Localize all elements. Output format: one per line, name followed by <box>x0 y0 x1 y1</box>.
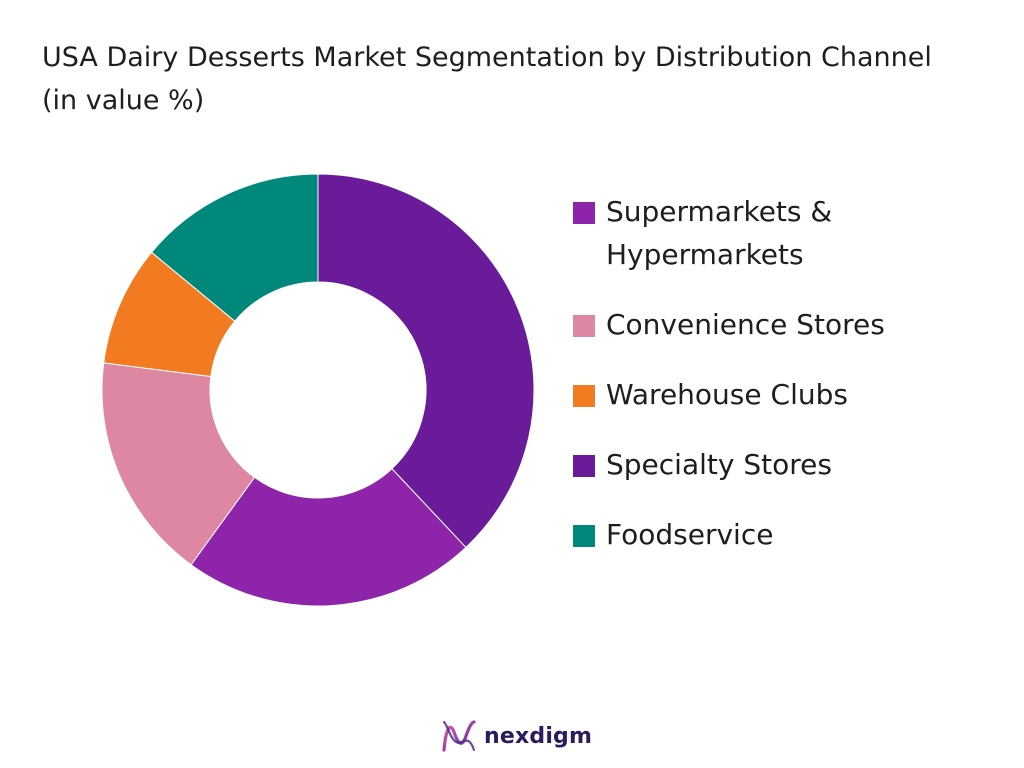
nexdigm-logo-icon <box>442 720 476 752</box>
legend-label: Warehouse Clubs <box>606 378 848 411</box>
legend-label: Specialty Stores <box>606 448 832 481</box>
brand-name: nexdigm <box>484 723 593 749</box>
slice-foodservice <box>150 173 319 322</box>
legend-item: Specialty Stores <box>570 443 1010 486</box>
slice-convenience-stores <box>101 362 256 566</box>
legend-item: Foodservice <box>570 513 1010 556</box>
legend-label: Supermarkets & Hypermarkets <box>606 195 833 271</box>
chart-legend: Supermarkets & Hypermarkets Convenience S… <box>570 190 1010 583</box>
legend-swatch <box>573 315 595 337</box>
donut-chart <box>101 173 535 607</box>
legend-item: Supermarkets & Hypermarkets <box>570 190 1010 276</box>
legend-swatch <box>573 525 595 547</box>
slice-specialty-stores <box>317 173 535 549</box>
slice-supermarkets-hypermarkets <box>190 468 467 607</box>
legend-swatch <box>573 385 595 407</box>
legend-item: Convenience Stores <box>570 303 1010 346</box>
legend-item: Warehouse Clubs <box>570 373 1010 416</box>
legend-swatch <box>573 202 595 224</box>
legend-label: Foodservice <box>606 518 774 551</box>
legend-label: Convenience Stores <box>606 308 885 341</box>
chart-title: USA Dairy Desserts Market Segmentation b… <box>42 42 932 116</box>
brand-logo: nexdigm <box>440 716 592 756</box>
legend-swatch <box>573 455 595 477</box>
